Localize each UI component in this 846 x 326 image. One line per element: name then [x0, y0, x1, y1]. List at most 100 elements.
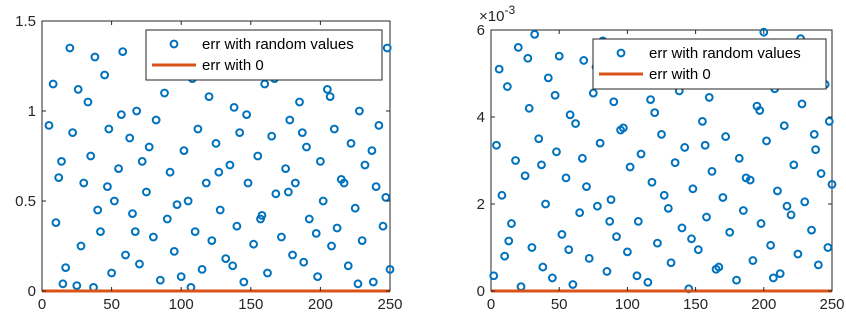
legend-label: err with random values — [649, 45, 801, 62]
data-point — [575, 208, 585, 218]
data-point — [520, 171, 530, 181]
data-point — [242, 110, 252, 119]
data-point — [680, 143, 690, 152]
data-point — [552, 147, 561, 157]
data-point — [96, 227, 105, 237]
data-point — [225, 160, 235, 170]
data-point — [197, 265, 207, 274]
data-point — [538, 262, 548, 272]
data-point — [807, 225, 816, 235]
data-point — [579, 56, 589, 65]
data-point — [704, 93, 714, 102]
chart-left: 0 50 100 150 200 250 0 0.5 1 1.5 err with random … — [15, 13, 402, 313]
data-point — [666, 258, 676, 268]
data-point — [249, 239, 258, 249]
data-point — [823, 243, 833, 252]
data-point — [653, 238, 662, 248]
data-point — [584, 253, 594, 263]
data-point — [221, 254, 231, 264]
legend: err with random values err with 0 — [145, 29, 383, 81]
data-point — [297, 128, 307, 138]
data-point — [263, 268, 272, 278]
data-point — [169, 247, 179, 256]
data-point — [612, 232, 621, 242]
data-point — [732, 275, 741, 285]
data-point — [325, 92, 335, 101]
data-point — [68, 128, 78, 138]
y-tick-label: 6 — [477, 22, 485, 39]
data-point — [494, 64, 504, 74]
data-point — [511, 156, 520, 165]
data-point — [768, 273, 778, 283]
data-point — [48, 79, 58, 89]
data-point — [378, 221, 388, 231]
x-tick-label: 250 — [819, 296, 844, 313]
data-point — [489, 271, 499, 281]
x-tick-label: 150 — [683, 296, 708, 313]
data-point — [367, 146, 377, 156]
data-point — [632, 271, 642, 281]
data-point — [577, 153, 587, 163]
data-point — [332, 223, 342, 233]
data-point — [299, 257, 309, 267]
data-point — [288, 250, 297, 260]
data-point — [541, 199, 550, 209]
data-point — [121, 250, 130, 260]
data-point — [775, 269, 785, 279]
data-point — [162, 214, 172, 224]
data-point — [339, 178, 349, 188]
data-point — [183, 196, 193, 206]
data-point — [51, 218, 61, 228]
data-point — [148, 232, 158, 242]
x-tick-label: 200 — [308, 296, 333, 313]
data-point — [779, 121, 789, 131]
data-point — [500, 251, 510, 261]
data-point — [592, 201, 602, 211]
data-point — [568, 280, 578, 289]
data-point — [643, 277, 653, 287]
axis-exponent-label: ×10-3 — [479, 3, 515, 25]
legend-label: err with 0 — [202, 57, 264, 74]
data-point — [44, 121, 54, 130]
data-point — [755, 106, 765, 115]
data-point — [285, 115, 295, 125]
data-point — [385, 265, 395, 274]
data-point — [132, 106, 142, 116]
data-point — [151, 115, 161, 125]
data-point — [670, 158, 680, 168]
data-point — [766, 240, 776, 250]
data-point — [256, 214, 265, 224]
data-point — [65, 43, 75, 53]
x-tick-label: 200 — [751, 296, 776, 313]
data-point — [381, 193, 391, 202]
x-tick-label: 0 — [38, 296, 46, 313]
data-point — [239, 277, 249, 287]
data-point — [571, 119, 580, 128]
data-point — [561, 173, 571, 183]
data-point — [625, 162, 635, 172]
data-point — [193, 124, 203, 134]
data-point — [144, 142, 154, 152]
data-point — [313, 272, 323, 282]
data-point — [382, 43, 392, 53]
data-point — [207, 236, 217, 246]
data-point — [782, 201, 792, 211]
data-point — [114, 164, 123, 174]
chart-right: 0 50 100 150 200 250 0 2 4 6×10-3 err with random… — [477, 3, 845, 313]
data-point — [707, 166, 717, 176]
data-point — [748, 256, 758, 265]
data-point — [550, 90, 560, 100]
data-point — [606, 195, 616, 205]
data-point — [160, 88, 169, 98]
y-tick-label: 1.5 — [15, 13, 36, 30]
data-point — [718, 193, 728, 202]
data-point — [190, 227, 200, 237]
data-point — [741, 173, 751, 183]
data-point — [773, 186, 782, 196]
data-point — [109, 196, 119, 206]
data-point — [350, 203, 360, 213]
data-point — [623, 247, 632, 257]
data-point — [316, 157, 325, 166]
data-point — [762, 136, 771, 146]
data-point — [253, 151, 263, 161]
